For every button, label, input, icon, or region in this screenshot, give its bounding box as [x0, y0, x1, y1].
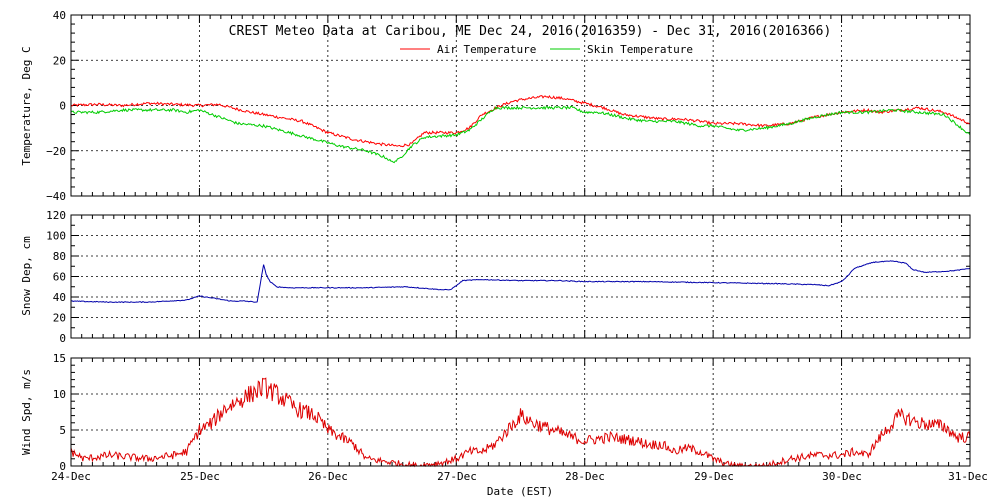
chart-title: CREST Meteo Data at Caribou, ME Dec 24, …	[229, 24, 832, 39]
x-tick-label: 30-Dec	[822, 470, 862, 483]
series-line-snow-depth-0	[70, 260, 971, 304]
y-tick-label: 60	[53, 271, 66, 284]
y-tick-label: 100	[46, 230, 66, 243]
y-tick-label: 80	[53, 250, 66, 263]
y-tick-label: 40	[53, 9, 66, 22]
y-tick-label: 20	[53, 54, 66, 67]
y-tick-label: 40	[53, 291, 66, 304]
y-tick-label: 0	[59, 332, 66, 345]
x-tick-label: 28-Dec	[565, 470, 605, 483]
panel-snow-depth: 120 100 80 60 40 20 0	[46, 209, 971, 345]
y-axis-title-temperature: Temperature, Deg C	[20, 46, 33, 165]
series-line-temperature-1	[70, 105, 971, 164]
panels: 40 20 0 −20 −40 120 100 80 60 40 20 0 15 10 5 0	[46, 9, 971, 473]
y-tick-label: 10	[53, 388, 66, 401]
x-tick-label: 27-Dec	[437, 470, 477, 483]
x-axis-labels: 24-Dec 25-Dec 26-Dec 27-Dec 28-Dec 29-De…	[51, 470, 988, 483]
plot-frame	[70, 14, 971, 197]
series-line-wind-speed-0	[70, 377, 971, 468]
y-tick-label: 5	[59, 424, 66, 437]
y-tick-label: −40	[46, 190, 66, 203]
x-tick-label: 24-Dec	[51, 470, 91, 483]
x-tick-label: 31-Dec	[948, 470, 988, 483]
legend: Air Temperature Skin Temperature	[400, 43, 693, 56]
y-tick-label: 15	[53, 352, 66, 365]
legend-skin-label: Skin Temperature	[587, 43, 693, 56]
legend-air-label: Air Temperature	[437, 43, 536, 56]
x-tick-label: 26-Dec	[308, 470, 348, 483]
x-tick-label: 29-Dec	[694, 470, 734, 483]
y-tick-label: −20	[46, 145, 66, 158]
y-tick-label: 0	[59, 460, 66, 473]
plot-frame	[70, 357, 971, 467]
y-axis-title-wind: Wind Spd, m/s	[20, 369, 33, 455]
y-axis-title-snow: Snow Dep, cm	[20, 236, 33, 316]
panel-temperature: 40 20 0 −20 −40	[46, 9, 971, 203]
y-tick-label: 120	[46, 209, 66, 222]
panel-wind-speed: 15 10 5 0	[53, 352, 971, 473]
y-tick-label: 20	[53, 312, 66, 325]
series-line-temperature-0	[70, 94, 971, 148]
plot-frame	[70, 214, 971, 339]
y-tick-label: 0	[59, 100, 66, 113]
x-tick-label: 25-Dec	[180, 470, 220, 483]
x-axis-title: Date (EST)	[487, 485, 553, 498]
